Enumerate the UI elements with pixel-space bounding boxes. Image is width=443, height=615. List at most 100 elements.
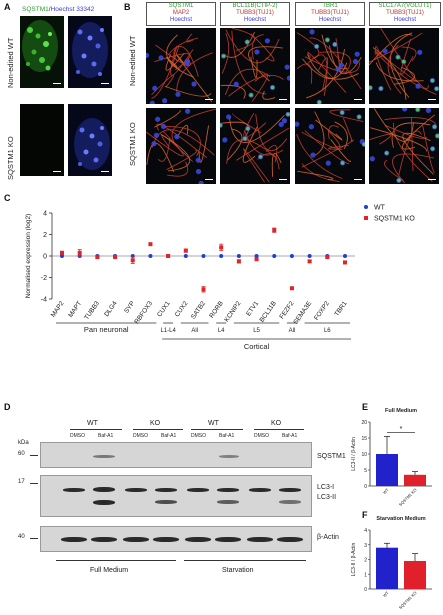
- micrograph-a-ko-sqstm1: [20, 104, 64, 176]
- marker-signal: [221, 54, 226, 58]
- subgroup-label: L5: [253, 328, 260, 334]
- neurite: [393, 66, 415, 85]
- nucleus: [149, 100, 155, 104]
- nucleus: [295, 121, 300, 127]
- nucleus: [284, 64, 290, 70]
- neurite: [251, 34, 264, 60]
- marker-signal: [220, 123, 223, 128]
- neurite: [369, 133, 392, 145]
- point-ko: [272, 228, 277, 233]
- nucleus: [417, 49, 423, 55]
- lane-label: DMSO: [191, 433, 206, 439]
- neurite: [231, 112, 262, 134]
- y-tick-label: -4: [41, 297, 47, 304]
- scale-bar: [354, 178, 362, 180]
- neurite: [301, 58, 348, 80]
- neurite: [384, 117, 437, 127]
- marker-signal: [432, 124, 437, 129]
- bar: [404, 474, 426, 486]
- header-col1-line2: MAP2: [172, 10, 190, 16]
- lane-label: DMSO: [70, 433, 85, 439]
- neurite: [176, 124, 189, 138]
- scale-bar: [279, 178, 287, 180]
- nucleus: [308, 124, 315, 130]
- nucleus: [369, 156, 375, 162]
- band-actin: [91, 537, 117, 542]
- neurite: [226, 139, 278, 164]
- point-wt: [183, 254, 188, 258]
- neurite: [167, 161, 189, 177]
- point-ko: [77, 250, 82, 255]
- neurite: [157, 137, 171, 162]
- micrograph-b-r2-c2: [220, 108, 290, 184]
- marker-signal: [357, 115, 361, 119]
- y-axis-label: LC3-II / β-Actin: [351, 543, 357, 577]
- nucleus: [195, 157, 201, 163]
- marker-signal: [430, 78, 435, 83]
- point-wt: [148, 254, 153, 258]
- stain-sqstm1: SQSTM1: [22, 6, 49, 13]
- header-col2-line1: BCL11B(CTIP-2): [232, 3, 278, 9]
- neurite: [342, 117, 353, 142]
- nucleus: [425, 108, 432, 113]
- neurite: [387, 44, 402, 95]
- neurite: [236, 127, 290, 161]
- panel-a-label: A: [4, 2, 11, 12]
- x-tick-label: BCL11B: [259, 300, 278, 323]
- nucleus: [325, 160, 331, 166]
- neurite: [231, 28, 256, 51]
- panel-b-header-col2: BCL11B(CTIP-2) TUBB3(TUJ1) Hoechst: [220, 2, 290, 26]
- marker-signal: [362, 142, 365, 147]
- point-wt: [289, 254, 294, 258]
- y-tick-label: 5: [364, 468, 367, 474]
- neurite: [250, 56, 258, 79]
- x-tick-label: SQSTM1 KO: [398, 590, 418, 610]
- stain-separator: /: [48, 6, 51, 13]
- blot-sqstm1-label: SQSTM1: [317, 453, 346, 460]
- y-tick-label: 20: [361, 420, 367, 426]
- nucleus: [184, 61, 190, 67]
- x-tick-label: SATB2: [190, 300, 207, 321]
- x-tick-label: RBFOX3: [133, 300, 154, 326]
- micrograph-b-r1-c3: [295, 28, 365, 104]
- y-tick-label: 3: [364, 543, 367, 549]
- lane-label: Baf-A1: [282, 433, 298, 439]
- neurite: [151, 129, 215, 156]
- nucleus: [254, 49, 260, 55]
- nucleus: [309, 29, 315, 35]
- band-lc3ii: [217, 500, 239, 504]
- header-col3-line2: TUBB3(TUJ1): [311, 10, 349, 16]
- point-ko: [343, 260, 347, 265]
- neurite: [306, 48, 345, 99]
- micrograph-drawing: [369, 108, 439, 184]
- band-lc3i: [93, 487, 115, 492]
- x-tick-label: TUBB3: [83, 300, 101, 321]
- condition-bracket-starvation: [184, 560, 306, 561]
- neurite: [380, 28, 429, 90]
- header-col3-line3: Hoechst: [318, 17, 341, 23]
- neurite: [164, 85, 212, 97]
- neurite: [376, 52, 392, 91]
- neurite: [224, 31, 255, 58]
- neurite: [304, 56, 361, 73]
- neurite: [250, 33, 275, 62]
- band-lc3ii: [155, 500, 177, 504]
- x-tick-label: TBR1: [333, 300, 348, 318]
- nucleus: [281, 118, 288, 124]
- condition-full-medium: Full Medium: [90, 567, 129, 574]
- neurite: [370, 127, 427, 152]
- neurite: [225, 29, 280, 64]
- band-actin: [277, 537, 303, 542]
- band-lc3i: [279, 488, 301, 492]
- header-col4-line2: TUBB3(TUJ1): [386, 10, 424, 16]
- micrograph-drawing: [146, 108, 216, 184]
- lane-label: Baf-A1: [98, 433, 114, 439]
- neurite: [228, 115, 285, 143]
- micrograph-a-ko-hoechst: [68, 104, 112, 176]
- neurite: [243, 148, 270, 183]
- header-col4-line1: SLC17A7(VGLUT1): [378, 3, 432, 9]
- neurite: [304, 130, 350, 165]
- point-ko: [130, 258, 135, 263]
- band-lc3i: [125, 488, 147, 492]
- neurite: [314, 111, 325, 156]
